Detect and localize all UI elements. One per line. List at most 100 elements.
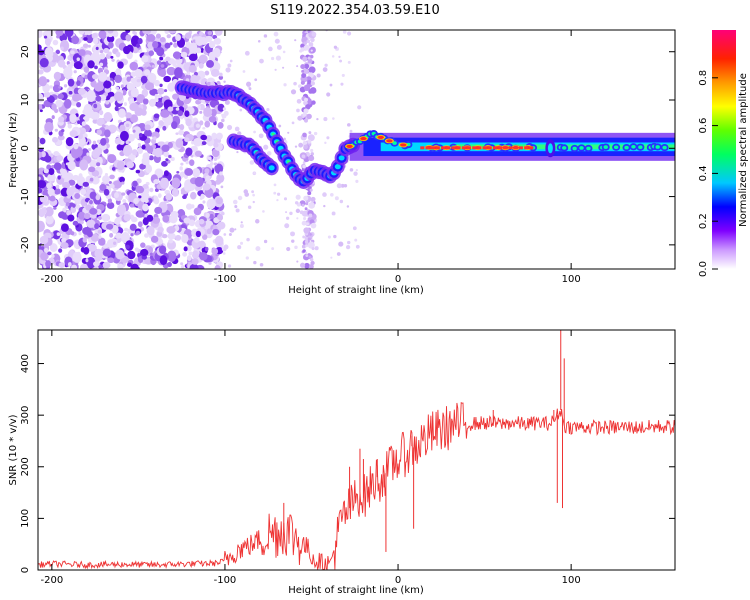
noise-blob: [38, 169, 43, 175]
noise-blob: [135, 266, 140, 269]
noise-blob: [188, 64, 197, 73]
noise-blob: [153, 136, 157, 141]
noise-blob: [308, 213, 313, 218]
noise-blob: [330, 256, 333, 259]
hot-spot: [518, 146, 523, 150]
noise-blob: [347, 31, 352, 36]
noise-blob: [193, 71, 198, 76]
noise-blob: [255, 219, 260, 224]
noise-blob: [299, 210, 304, 215]
noise-blob: [199, 31, 203, 36]
noise-blob: [141, 254, 148, 260]
noise-blob: [304, 118, 308, 123]
noise-blob: [124, 227, 129, 232]
noise-blob: [295, 208, 301, 214]
noise-blob: [91, 32, 98, 39]
noise-blob: [217, 121, 224, 129]
noise-blob: [151, 65, 155, 68]
noise-blob: [39, 137, 46, 145]
noise-blob: [293, 81, 297, 86]
noise-blob: [115, 86, 120, 90]
noise-blob: [114, 74, 122, 84]
noise-blob: [301, 36, 309, 44]
noise-blob: [299, 262, 306, 268]
noise-blob: [101, 213, 110, 222]
noise-blob: [140, 242, 146, 248]
noise-blob: [286, 246, 291, 252]
noise-blob: [282, 50, 286, 54]
noise-blob: [97, 215, 103, 221]
hot-spot: [346, 144, 353, 148]
noise-blob: [303, 216, 307, 221]
noise-blob: [310, 152, 314, 156]
noise-blob: [339, 199, 344, 204]
noise-blob: [53, 162, 62, 171]
band-bump: [579, 146, 584, 150]
noise-blob: [216, 132, 223, 140]
noise-blob: [222, 252, 226, 255]
noise-blob: [136, 43, 141, 48]
noise-blob: [307, 241, 315, 249]
band-bump: [572, 146, 577, 151]
noise-blob: [326, 92, 331, 97]
noise-blob: [212, 228, 220, 236]
noise-blob: [187, 71, 191, 76]
snr-xtick-label: 0: [395, 575, 401, 586]
hot-spot: [400, 143, 407, 147]
noise-blob: [165, 158, 169, 162]
noise-blob: [310, 81, 316, 86]
noise-blob: [309, 54, 314, 59]
noise-blob: [316, 73, 321, 78]
noise-blob: [113, 241, 117, 245]
noise-blob: [331, 55, 335, 58]
noise-blob: [255, 246, 261, 252]
noise-blob: [214, 264, 221, 269]
noise-blob: [119, 124, 126, 132]
hot-spot: [467, 146, 472, 150]
spectrogram-xlabel: Height of straight line (km): [288, 285, 424, 296]
noise-blob: [144, 233, 150, 238]
noise-blob: [71, 203, 76, 208]
noise-blob: [166, 34, 171, 39]
noise-blob: [240, 241, 244, 245]
noise-blob: [146, 214, 154, 222]
noise-blob: [207, 156, 212, 161]
signal-core: [334, 164, 341, 170]
noise-blob: [263, 239, 268, 244]
noise-blob: [229, 227, 235, 233]
noise-blob: [46, 54, 54, 62]
noise-blob: [200, 134, 207, 141]
noise-blob: [178, 63, 182, 68]
noise-blob: [142, 98, 149, 105]
noise-blob: [159, 56, 164, 61]
noise-blob: [66, 187, 75, 197]
noise-blob: [205, 175, 211, 182]
snr-ylabel: SNR (10 * v/v): [8, 414, 19, 485]
snr-xtick-label: -200: [40, 575, 63, 586]
noise-blob: [156, 60, 162, 65]
band-bump: [624, 145, 629, 150]
noise-blob: [116, 160, 125, 171]
noise-blob: [227, 264, 232, 268]
spectrogram-ytick-label: 0: [20, 145, 31, 151]
noise-blob: [163, 75, 171, 83]
noise-blob: [78, 231, 82, 236]
noise-blob: [62, 207, 67, 213]
noise-blob: [135, 94, 146, 104]
band-bump: [662, 145, 667, 150]
noise-blob: [329, 83, 333, 87]
noise-blob: [40, 259, 47, 265]
noise-blob: [336, 183, 342, 189]
noise-blob: [308, 42, 314, 47]
noise-blob: [304, 207, 308, 211]
noise-blob: [55, 99, 63, 108]
noise-blob: [125, 34, 132, 42]
noise-blob: [253, 171, 256, 175]
noise-blob: [140, 75, 148, 84]
noise-blob: [190, 154, 194, 158]
noise-blob: [305, 104, 311, 110]
noise-blob: [307, 139, 312, 144]
noise-blob: [213, 37, 222, 45]
noise-blob: [289, 211, 293, 216]
noise-blob: [96, 139, 102, 143]
